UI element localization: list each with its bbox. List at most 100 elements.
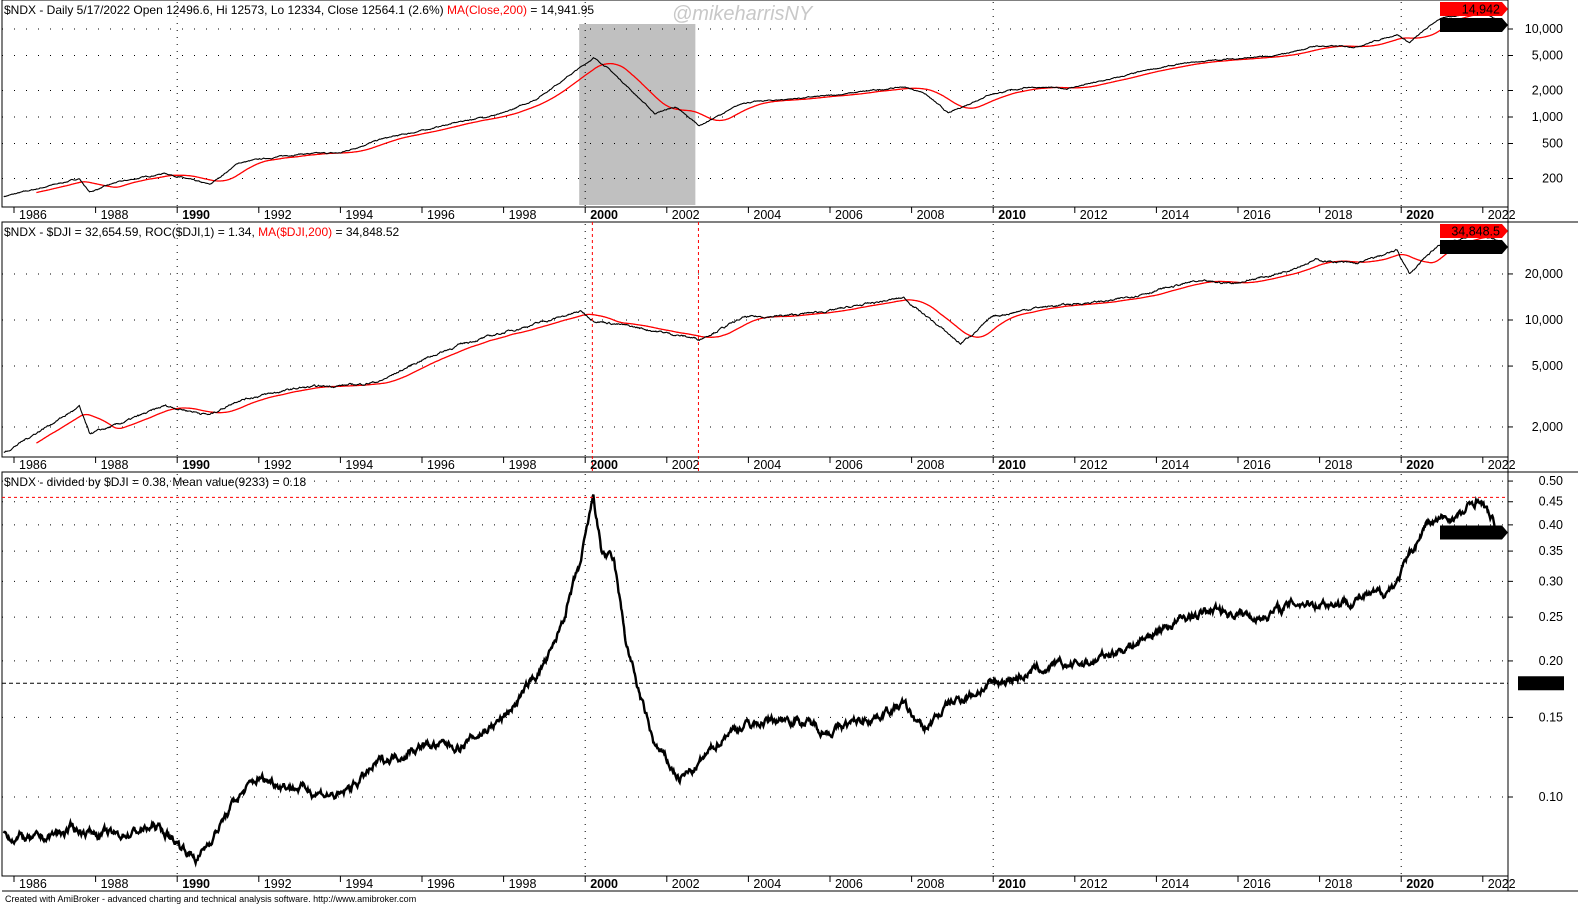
x-tick-label: 2016 xyxy=(1243,208,1271,222)
x-tick-label: 2012 xyxy=(1080,208,1108,222)
mean-value-tag-text: 0.1785 xyxy=(1522,677,1560,691)
x-tick-label: 2012 xyxy=(1080,458,1108,472)
ndx-panel: 200 500 1,000 2,000 5,000 10,000 1986 1988 1990 1… xyxy=(1,0,1578,223)
y-tick-label: 0.40 xyxy=(1539,518,1563,532)
x-tick-label: 2022 xyxy=(1488,208,1516,222)
price-line xyxy=(2,494,1499,868)
x-tick-label: 1996 xyxy=(427,458,455,472)
y-tick-label: 0.25 xyxy=(1539,610,1563,624)
y-tick-label: 0.20 xyxy=(1539,654,1563,668)
x-tick-label: 2010 xyxy=(998,208,1026,222)
y-tick-label: 0.35 xyxy=(1539,544,1563,558)
x-tick-label: 2004 xyxy=(753,877,781,891)
plot-area xyxy=(1,221,1509,458)
y-tick-label: 2,000 xyxy=(1532,420,1563,434)
x-tick-label: 1992 xyxy=(264,208,292,222)
y-tick-label: 0.30 xyxy=(1539,574,1563,588)
y-tick-label: 0.45 xyxy=(1539,495,1563,509)
mean-value-tag xyxy=(1518,676,1564,691)
x-tick-label: 2006 xyxy=(835,458,863,472)
x-tick-label: 2010 xyxy=(998,877,1026,891)
ma-value-tag-text: 34,848.5 xyxy=(1451,225,1500,239)
x-tick-label: 1992 xyxy=(264,458,292,472)
last-value-tag xyxy=(1440,240,1508,254)
x-tick-label: 1986 xyxy=(19,877,47,891)
title-text: $NDX - Daily 5/17/2022 Open 12496.6, Hi … xyxy=(4,3,447,17)
x-tick-label: 2008 xyxy=(917,458,945,472)
x-tick-label: 2022 xyxy=(1488,458,1516,472)
plot-area xyxy=(1,0,1509,208)
x-tick-label: 2008 xyxy=(917,208,945,222)
x-tick-label: 1990 xyxy=(182,877,210,891)
x-tick-label: 2006 xyxy=(835,208,863,222)
x-tick-label: 2002 xyxy=(672,877,700,891)
footer-credit: Created with AmiBroker - advanced charti… xyxy=(5,894,416,904)
x-tick-label: 2002 xyxy=(672,458,700,472)
y-tick-label: 5,000 xyxy=(1532,48,1563,62)
x-tick-label: 2002 xyxy=(672,208,700,222)
x-tick-label: 2022 xyxy=(1488,877,1516,891)
x-tick-label: 1988 xyxy=(101,877,129,891)
x-tick-label: 2016 xyxy=(1243,877,1271,891)
x-tick-label: 2020 xyxy=(1406,208,1434,222)
x-tick-label: 1994 xyxy=(345,458,373,472)
ma-value-tag xyxy=(1440,224,1508,238)
y-tick-label: 10,000 xyxy=(1525,22,1563,36)
y-tick-label: 1,000 xyxy=(1532,110,1563,124)
panel-title: $NDX - Daily 5/17/2022 Open 12496.6, Hi … xyxy=(4,3,594,17)
y-tick-label: 0.50 xyxy=(1539,474,1563,488)
x-tick-label: 2008 xyxy=(917,877,945,891)
y-tick-label: 10,000 xyxy=(1525,313,1563,327)
x-tick-label: 1988 xyxy=(101,458,129,472)
x-tick-label: 2018 xyxy=(1325,458,1353,472)
x-tick-label: 2000 xyxy=(590,208,618,222)
x-tick-label: 1986 xyxy=(19,458,47,472)
x-tick-label: 2014 xyxy=(1161,458,1189,472)
title-text: = 14,941.95 xyxy=(527,3,594,17)
plot-area xyxy=(1,471,1509,877)
x-tick-label: 1998 xyxy=(509,458,537,472)
ma-legend: MA(Close,200) xyxy=(447,3,527,17)
y-tick-label: 500 xyxy=(1542,136,1563,150)
x-tick-label: 2004 xyxy=(753,208,781,222)
x-tick-label: 2010 xyxy=(998,458,1026,472)
last-value-tag xyxy=(1440,18,1508,32)
x-tick-label: 2004 xyxy=(753,458,781,472)
x-tick-label: 1992 xyxy=(264,877,292,891)
panel-title: $NDX - divided by $DJI = 0.38, Mean valu… xyxy=(4,475,307,489)
x-tick-label: 1996 xyxy=(427,208,455,222)
moving-average-line xyxy=(36,12,1498,194)
ma-legend: MA($DJI,200) xyxy=(258,225,332,239)
x-tick-label: 2018 xyxy=(1325,208,1353,222)
price-line xyxy=(3,233,1499,453)
x-tick-label: 1996 xyxy=(427,877,455,891)
x-tick-label: 1998 xyxy=(509,877,537,891)
x-tick-label: 1986 xyxy=(19,208,47,222)
y-tick-label: 20,000 xyxy=(1525,267,1563,281)
y-tick-label: 2,000 xyxy=(1532,84,1563,98)
x-tick-label: 1994 xyxy=(345,208,373,222)
price-line xyxy=(3,10,1499,198)
x-tick-label: 2012 xyxy=(1080,877,1108,891)
dji-panel: 2,000 5,000 10,000 20,000 1986 1988 1990 1992 19… xyxy=(1,221,1578,876)
x-tick-label: 1998 xyxy=(509,208,537,222)
x-tick-label: 1994 xyxy=(345,877,373,891)
ma-value-tag-text: 14,942 xyxy=(1462,3,1500,17)
x-tick-label: 2000 xyxy=(590,877,618,891)
watermark: @mikeharrisNY xyxy=(672,3,814,25)
x-tick-label: 1990 xyxy=(182,458,210,472)
x-tick-label: 2006 xyxy=(835,877,863,891)
last-value-tag-text: 0.38475 xyxy=(1455,526,1500,540)
x-tick-label: 1990 xyxy=(182,208,210,222)
x-tick-label: 2014 xyxy=(1161,208,1189,222)
x-tick-label: 1988 xyxy=(101,208,129,222)
x-tick-label: 2020 xyxy=(1406,877,1434,891)
x-tick-label: 2020 xyxy=(1406,458,1434,472)
x-tick-label: 2018 xyxy=(1325,877,1353,891)
last-value-tag-text: 12,564.1 xyxy=(1451,19,1500,33)
ratio-panel: 0.10 0.15 0.20 0.25 0.30 0.35 0.40 0.45 0.50 1986… xyxy=(1,471,1578,892)
last-value-tag xyxy=(1440,525,1508,540)
shaded-period xyxy=(579,24,696,205)
y-tick-label: 0.15 xyxy=(1539,710,1563,724)
